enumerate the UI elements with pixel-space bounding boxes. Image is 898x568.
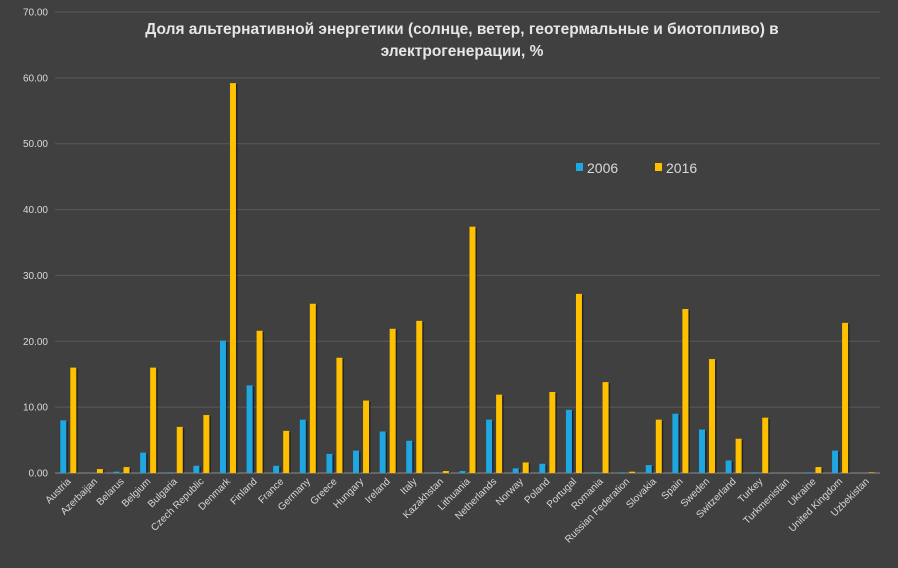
y-tick-label: 60.00 — [23, 73, 48, 84]
bar-2016-ireland — [389, 328, 396, 473]
y-tick-label: 40.00 — [23, 205, 48, 216]
bar-2006-norway — [512, 468, 519, 473]
x-tick-label: Italy — [399, 476, 420, 497]
bar-2016-romania — [602, 382, 609, 473]
chart-title-line-1: Доля альтернативной энергетики (солнце, … — [145, 21, 778, 38]
bar-2006-portugal — [565, 409, 572, 473]
bar-2016-norway — [522, 462, 529, 473]
bar-2006-spain — [672, 413, 679, 473]
bar-2016-ukraine — [815, 467, 822, 473]
legend-label-2006: 2006 — [587, 160, 618, 176]
bar-2016-united-kingdom — [842, 322, 849, 473]
bar-2016-denmark — [229, 83, 236, 473]
bar-2006-lithuania — [459, 471, 466, 473]
bar-2016-spain — [682, 309, 689, 473]
gridlines — [55, 11, 880, 474]
bar-2006-finland — [246, 385, 253, 473]
y-tick-label: 50.00 — [23, 139, 48, 150]
bar-2006-greece — [326, 453, 333, 473]
bar-2016-italy — [416, 320, 423, 473]
bar-2006-turkey — [752, 472, 759, 473]
y-tick-label: 0.00 — [29, 469, 49, 480]
bar-2006-czech-republic — [193, 465, 200, 473]
bar-2006-ireland — [379, 431, 386, 473]
bar-2016-belgium — [150, 367, 157, 473]
bar-2006-france — [273, 465, 280, 473]
chart-title-line-2: электрогенерации, % — [381, 43, 544, 60]
x-tick-label: Slovakia — [624, 476, 659, 511]
legend-swatch-2006 — [576, 163, 583, 171]
bar-2006-united-kingdom — [832, 450, 839, 473]
bars-group — [60, 83, 875, 473]
bar-2006-hungary — [353, 450, 360, 473]
legend-label-2016: 2016 — [666, 160, 697, 176]
bar-2006-belarus — [113, 471, 120, 473]
bar-2016-greece — [336, 357, 343, 473]
bar-2006-bulgaria — [166, 472, 173, 473]
bar-2016-france — [283, 430, 290, 473]
bar-2016-belarus — [123, 467, 130, 473]
bar-2016-azerbaijan — [96, 469, 103, 473]
bar-2016-slovakia — [655, 419, 662, 473]
legend: 2006 2016 — [576, 160, 697, 176]
bar-2016-switzerland — [735, 438, 742, 473]
bar-2006-sweden — [699, 429, 706, 473]
y-axis-tick-labels: 0.00 10.00 20.00 30.00 40.00 50.00 60.00 70.00 — [23, 8, 48, 480]
bar-2006-poland — [539, 463, 546, 473]
bar-2016-finland — [256, 330, 263, 473]
bar-2016-portugal — [575, 293, 582, 473]
x-tick-label: Ireland — [363, 476, 392, 505]
y-tick-label: 30.00 — [23, 271, 48, 282]
bar-2006-slovakia — [645, 465, 652, 473]
y-tick-label: 10.00 — [23, 403, 48, 414]
bar-2006-romania — [592, 472, 599, 473]
legend-swatch-2016 — [655, 163, 662, 171]
bar-2006-kazakhstan — [432, 472, 439, 473]
bar-2016-netherlands — [496, 394, 503, 473]
bar-2006-russian-federation — [619, 472, 626, 473]
bar-2016-lithuania — [469, 226, 476, 473]
bar-2016-russian-federation — [629, 471, 636, 473]
bar-2016-czech-republic — [203, 415, 210, 473]
x-tick-label: Finland — [229, 476, 260, 507]
bar-2016-hungary — [363, 400, 370, 473]
bar-2016-bulgaria — [176, 426, 183, 473]
x-tick-label: Norway — [494, 476, 526, 508]
bar-2016-germany — [309, 303, 316, 473]
bar-2006-belgium — [140, 452, 147, 473]
bar-2006-switzerland — [725, 460, 732, 473]
bar-2016-poland — [549, 391, 556, 473]
bar-2006-italy — [406, 440, 413, 473]
bar-2016-kazakhstan — [442, 471, 449, 473]
bar-2006-netherlands — [486, 419, 493, 473]
bar-2006-denmark — [219, 340, 226, 473]
bar-2016-austria — [70, 367, 77, 473]
x-axis-tick-labels: AustriaAzerbaijanBelarusBelgiumBulgariaC… — [44, 476, 872, 546]
bar-2016-uzbekistan — [868, 472, 875, 473]
bar-2016-sweden — [709, 359, 716, 473]
bar-2016-turkey — [762, 417, 769, 473]
bar-2006-germany — [299, 419, 306, 473]
y-tick-label: 70.00 — [23, 8, 48, 19]
bar-2006-ukraine — [805, 472, 812, 473]
y-tick-label: 20.00 — [23, 337, 48, 348]
bar-2006-austria — [60, 420, 67, 473]
